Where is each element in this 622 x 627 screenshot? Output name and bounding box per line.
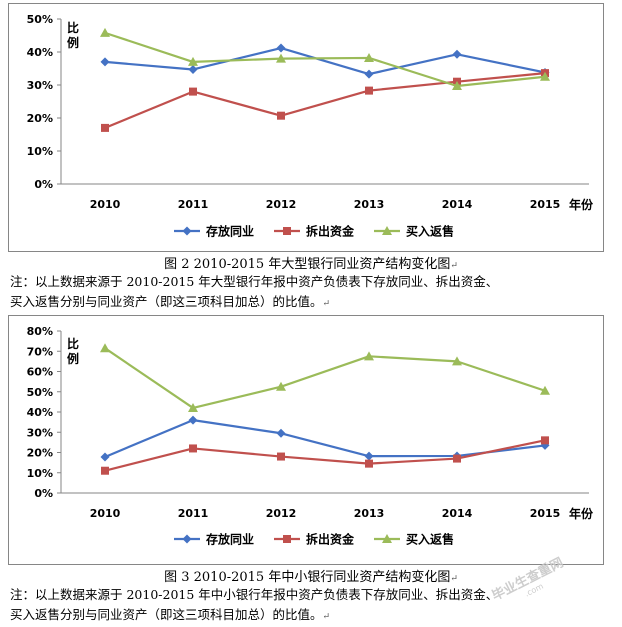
series-line: [104, 46, 546, 76]
series-diamond: [100, 43, 550, 79]
legend-label: 买入返售: [406, 224, 454, 239]
series-line: [104, 418, 546, 458]
x-tick-label: 2012: [266, 198, 297, 211]
data-point-square: [283, 535, 291, 543]
data-point-triangle: [276, 381, 286, 391]
legend-label: 拆出资金: [306, 532, 355, 547]
data-point-triangle: [100, 343, 110, 353]
legend-label: 买入返售: [406, 532, 454, 547]
data-point-triangle: [364, 52, 374, 62]
data-point-square: [277, 111, 285, 120]
chart-large-banks: 0% 10% 20% 30% 40% 50% 2010 2011 2012 2013 2014 201…: [27, 13, 594, 239]
note-line: 买入返售分别与同业资产（即这三项科目加总）的比值。↵: [10, 607, 331, 622]
y-tick-label: 40%: [27, 46, 53, 59]
data-point-diamond: [364, 69, 374, 79]
data-point-diamond: [188, 415, 198, 425]
x-tick-label: 2010: [90, 198, 121, 211]
x-tick-label: 2013: [354, 198, 385, 211]
data-point-square: [365, 459, 373, 468]
legend: 存放同业 拆出资金 买入返售: [174, 224, 454, 239]
data-point-diamond: [188, 64, 198, 74]
data-point-square: [189, 87, 197, 96]
series-square: [101, 436, 549, 475]
y-tick-label: 50%: [27, 386, 53, 399]
x-tick-label: 2010: [90, 507, 121, 520]
y-tick-label: 50%: [27, 13, 53, 26]
x-tick-label: 2014: [442, 507, 473, 520]
x-tick-label: 2011: [178, 507, 209, 520]
series-square: [101, 69, 549, 132]
y-axis-label: 比例: [67, 336, 79, 366]
chart-panel-large-banks: 0% 10% 20% 30% 40% 50% 2010 2011 2012 2013 2014 201…: [8, 3, 604, 252]
y-tick-label: 30%: [27, 426, 53, 439]
legend-label: 存放同业: [205, 224, 254, 239]
figure-caption-2: 图 2 2010-2015 年大型银行同业资产结构变化图↵: [164, 257, 458, 272]
legend-label: 存放同业: [205, 532, 254, 547]
series-line: [104, 439, 546, 472]
y-tick-label: 40%: [27, 406, 53, 419]
data-point-triangle: [540, 385, 550, 395]
y-tick-label: 20%: [27, 447, 53, 460]
x-axis-label: 年份: [569, 197, 594, 212]
data-point-diamond: [100, 452, 110, 462]
x-tick-label: 2015: [530, 198, 561, 211]
series-line: [104, 347, 546, 410]
y-tick-label: 80%: [27, 325, 53, 338]
data-point-diamond: [276, 43, 286, 53]
y-axis-label: 比例: [67, 20, 79, 50]
data-point-square: [365, 86, 373, 95]
chart-small-banks: 0% 10% 20% 30% 40% 50% 60% 70% 80% 2010 2011 2012 20…: [27, 325, 594, 547]
figure-note-2: 注：以上数据来源于 2010-2015 年大型银行年报中资产负债表下存放同业、拆…: [10, 272, 615, 314]
data-point-square: [453, 454, 461, 463]
data-point-square: [101, 466, 109, 475]
data-point-diamond: [182, 534, 192, 544]
x-tick-label: 2011: [178, 198, 209, 211]
y-tick-label: 0%: [34, 487, 53, 500]
x-tick-label: 2014: [442, 198, 473, 211]
data-point-diamond: [100, 57, 110, 67]
x-tick-label: 2015: [530, 507, 561, 520]
data-point-triangle: [382, 226, 392, 235]
data-point-triangle: [276, 53, 286, 63]
data-point-square: [277, 452, 285, 461]
series-line: [104, 31, 546, 88]
y-tick-label: 0%: [34, 178, 53, 191]
note-line: 注：以上数据来源于 2010-2015 年中小银行年报中资产负债表下存放同业、拆…: [10, 587, 499, 602]
series-triangle: [100, 27, 550, 90]
x-axis-label: 年份: [569, 506, 594, 521]
data-point-diamond: [364, 451, 374, 461]
note-line: 注：以上数据来源于 2010-2015 年大型银行年报中资产负债表下存放同业、拆…: [10, 274, 499, 289]
data-point-triangle: [364, 351, 374, 361]
y-tick-label: 20%: [27, 112, 53, 125]
data-point-triangle: [540, 71, 550, 81]
legend-label: 拆出资金: [306, 224, 355, 239]
x-tick-label: 2013: [354, 507, 385, 520]
data-point-triangle: [452, 356, 462, 366]
data-point-triangle: [188, 56, 198, 66]
data-point-diamond: [182, 226, 192, 236]
figure-caption-3: 图 3 2010-2015 年中小银行同业资产结构变化图↵: [164, 570, 458, 585]
chart-panel-small-banks: 0% 10% 20% 30% 40% 50% 60% 70% 80% 2010 2011 2012 20…: [8, 315, 604, 565]
data-point-triangle: [382, 534, 392, 543]
y-tick-label: 70%: [27, 345, 53, 358]
note-line: 买入返售分别与同业资产（即这三项科目加总）的比值。↵: [10, 294, 331, 309]
data-point-diamond: [276, 428, 286, 438]
x-tick-label: 2012: [266, 507, 297, 520]
data-point-triangle: [452, 80, 462, 90]
data-point-square: [189, 444, 197, 453]
data-point-square: [541, 436, 549, 445]
data-point-diamond: [452, 49, 462, 59]
legend: 存放同业 拆出资金 买入返售: [174, 532, 454, 547]
data-point-triangle: [188, 402, 198, 412]
y-tick-label: 10%: [27, 467, 53, 480]
data-point-square: [101, 123, 109, 132]
y-tick-label: 60%: [27, 366, 53, 379]
figure-note-3: 注：以上数据来源于 2010-2015 年中小银行年报中资产负债表下存放同业、拆…: [10, 585, 615, 627]
data-point-triangle: [100, 27, 110, 37]
data-point-square: [283, 227, 291, 235]
y-tick-label: 10%: [27, 145, 53, 158]
series-triangle: [100, 343, 550, 412]
series-line: [104, 72, 546, 129]
y-tick-label: 30%: [27, 79, 53, 92]
